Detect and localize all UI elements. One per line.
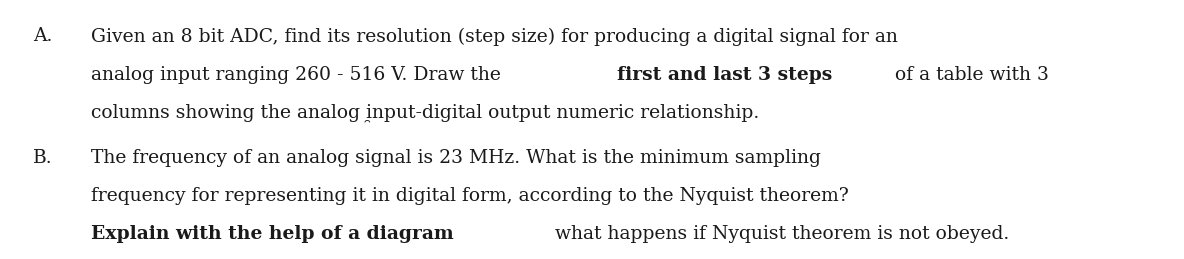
Text: The frequency of an analog signal is 23 MHz. What is the minimum sampling: The frequency of an analog signal is 23 … (91, 149, 821, 167)
Text: of a table with 3: of a table with 3 (889, 66, 1049, 84)
Text: Explain with the help of a diagram: Explain with the help of a diagram (91, 225, 453, 243)
Text: first and last 3 steps: first and last 3 steps (617, 66, 832, 84)
Text: B.: B. (33, 149, 52, 167)
Text: Given an 8 bit ADC, find its resolution (step size) for producing a digital sign: Given an 8 bit ADC, find its resolution … (91, 27, 897, 46)
Text: what happens if Nyquist theorem is not obeyed.: what happens if Nyquist theorem is not o… (549, 225, 1010, 243)
Text: A.: A. (33, 27, 52, 45)
Text: analog input ranging 260 - 516 V. Draw the: analog input ranging 260 - 516 V. Draw t… (91, 66, 507, 84)
Text: frequency for representing it in digital form, according to the Nyquist theorem?: frequency for representing it in digital… (91, 187, 849, 205)
Text: columns showing the analog i̯nput-digital output numeric relationship.: columns showing the analog i̯nput-digita… (91, 104, 759, 122)
